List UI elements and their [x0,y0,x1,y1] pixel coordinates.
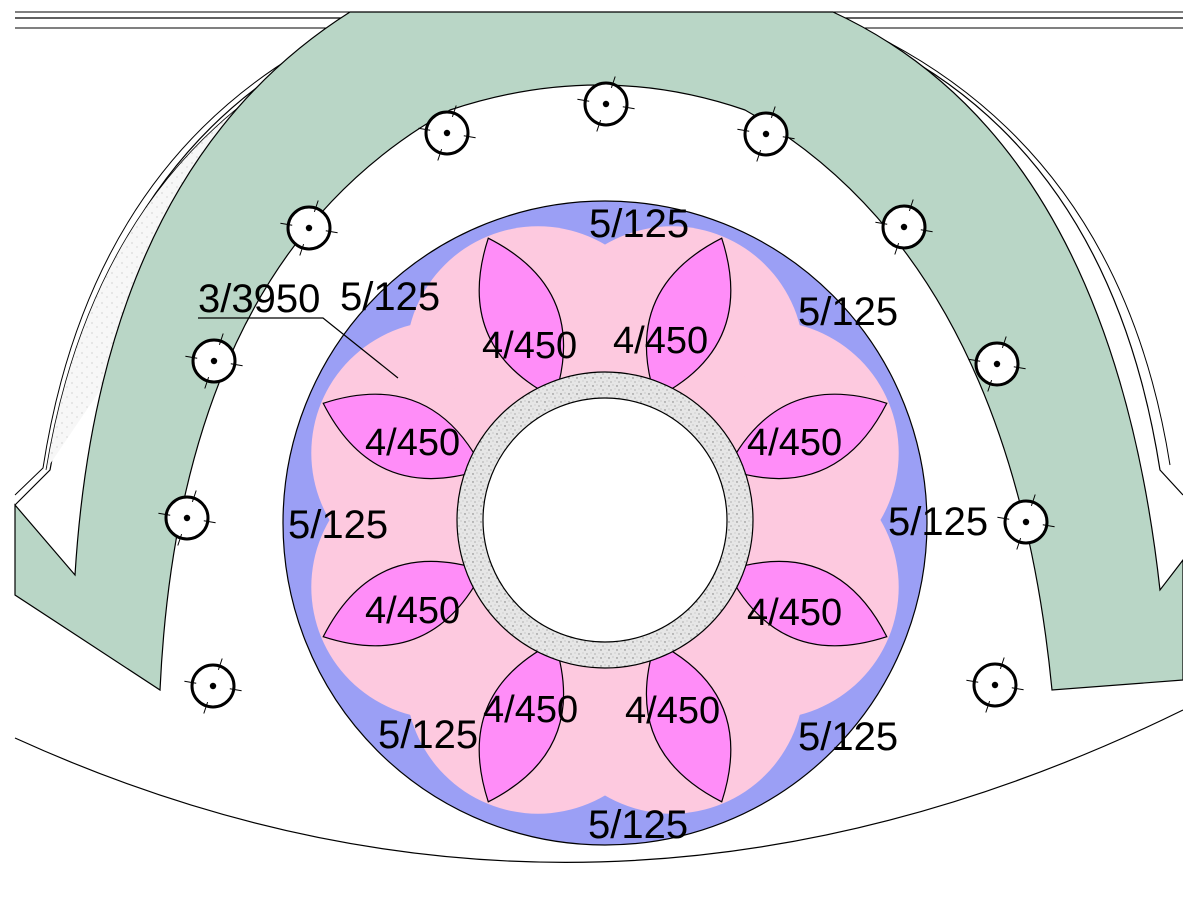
light-fixture-circle-icon [577,76,635,132]
leader-label: 3/3950 [198,277,320,321]
petal-label-upper-left: 4/450 [482,325,577,367]
light-fixture-circle-icon [280,200,338,256]
petal-label-lower-left: 4/450 [483,689,578,731]
light-fixture-circle-icon [184,658,242,714]
blue-ring-label-lower-left: 5/125 [378,713,478,757]
petal-group [322,237,888,803]
light-fixture-circle-icon [158,490,216,546]
light-fixture-circle-icon [418,105,476,161]
petal-label-right-upper: 4/450 [747,422,842,464]
blue-ring-label-left: 5/125 [288,503,388,547]
petal-label-right-lower: 4/450 [747,592,842,634]
petal [645,641,732,803]
petal [726,560,888,647]
petal-label-lower-right: 4/450 [625,690,720,732]
center-opening [482,397,728,643]
light-fixture-circle-icon [997,494,1055,550]
light-fixture-circle-icon [737,106,795,162]
blue-ring-label-bottom: 5/125 [588,803,688,847]
petal [322,560,484,647]
blue-ring-label-upper-right: 5/125 [798,290,898,334]
blue-ring-label-upper-left: 5/125 [340,275,440,319]
petal-label-upper-right: 4/450 [613,320,708,362]
blue-ring-label-top: 5/125 [589,202,689,246]
outer-floor-arc [14,709,1183,863]
petal-label-left-upper: 4/450 [365,422,460,464]
petal [322,393,484,480]
fixtures [158,76,1055,714]
light-fixture-circle-icon [966,657,1024,713]
petal [478,237,565,399]
petal [478,641,565,803]
light-fixture-circle-icon [185,333,243,389]
petal [645,237,732,399]
blue-ring-label-lower-right: 5/125 [798,715,898,759]
blue-ring-label-right: 5/125 [888,500,988,544]
petal [726,393,888,480]
leader-line [198,317,399,379]
light-fixture-circle-icon [968,336,1026,392]
petal-label-left-lower: 4/450 [365,590,460,632]
light-fixture-circle-icon [875,199,933,255]
